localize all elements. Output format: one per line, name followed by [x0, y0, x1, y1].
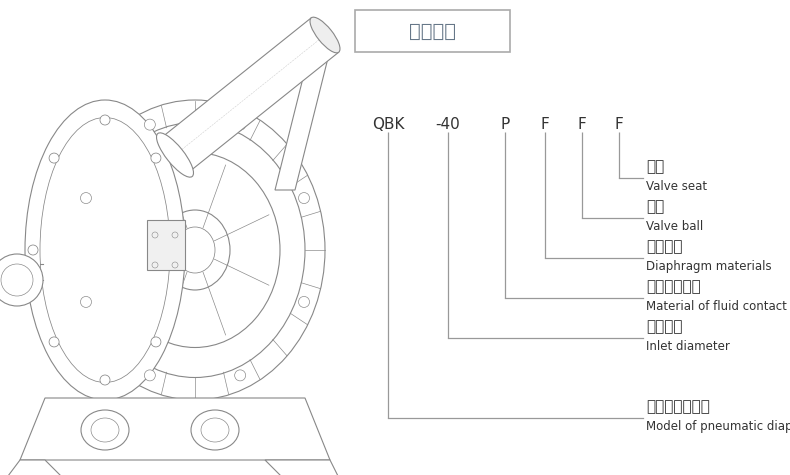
Circle shape [299, 296, 310, 307]
Circle shape [235, 119, 246, 130]
Circle shape [145, 119, 156, 130]
Circle shape [235, 370, 246, 381]
Circle shape [81, 296, 92, 307]
Text: 阀球: 阀球 [646, 199, 664, 214]
Circle shape [49, 153, 59, 163]
Circle shape [100, 375, 110, 385]
Text: F: F [577, 117, 586, 132]
Circle shape [151, 153, 161, 163]
Text: Inlet diameter: Inlet diameter [646, 340, 730, 353]
Text: Model of pneumatic diaphragm pump: Model of pneumatic diaphragm pump [646, 420, 790, 433]
Text: QBK: QBK [372, 117, 404, 132]
Circle shape [172, 245, 182, 255]
Ellipse shape [156, 133, 194, 177]
Text: F: F [540, 117, 549, 132]
Circle shape [145, 370, 156, 381]
Circle shape [299, 192, 310, 204]
Text: Valve seat: Valve seat [646, 180, 707, 193]
Polygon shape [20, 398, 330, 460]
Text: Diaphragm materials: Diaphragm materials [646, 260, 772, 273]
Bar [355, 10, 510, 52]
Ellipse shape [191, 410, 239, 450]
Text: Valve ball: Valve ball [646, 220, 703, 233]
Circle shape [28, 245, 38, 255]
Text: -40: -40 [435, 117, 461, 132]
Ellipse shape [0, 254, 43, 306]
Text: Material of fluid contact part: Material of fluid contact part [646, 300, 790, 313]
Polygon shape [5, 460, 65, 475]
Polygon shape [265, 460, 340, 475]
Text: 阀坐: 阀坐 [646, 159, 664, 174]
Ellipse shape [310, 17, 340, 53]
Text: P: P [500, 117, 510, 132]
Text: 型号说明: 型号说明 [409, 21, 456, 40]
Circle shape [81, 192, 92, 204]
Text: F: F [615, 117, 623, 132]
Text: 进料口径: 进料口径 [646, 319, 683, 334]
Circle shape [151, 337, 161, 347]
Ellipse shape [81, 410, 129, 450]
Text: 气动隔膜泵型号: 气动隔膜泵型号 [646, 399, 710, 414]
Ellipse shape [25, 100, 185, 400]
Circle shape [100, 115, 110, 125]
Text: 隔膜材质: 隔膜材质 [646, 239, 683, 254]
FancyBboxPatch shape [147, 220, 185, 270]
Text: 过流部件材质: 过流部件材质 [646, 279, 701, 294]
Polygon shape [161, 18, 339, 172]
Circle shape [49, 337, 59, 347]
Polygon shape [275, 50, 330, 190]
